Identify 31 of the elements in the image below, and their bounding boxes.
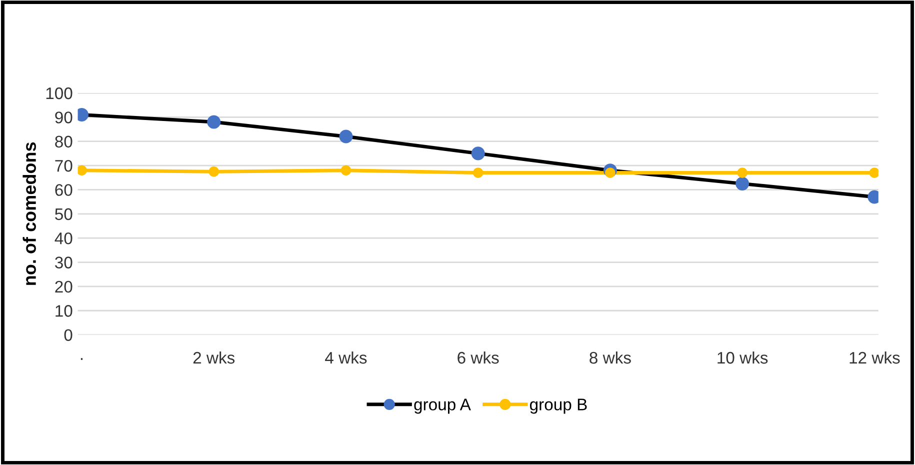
y-tick-label: 100 <box>46 87 72 100</box>
y-tick-label: 30 <box>55 256 72 268</box>
point <box>869 168 878 178</box>
y-tick-label: 80 <box>55 136 72 148</box>
x-tick-label: 6 wks <box>458 351 499 364</box>
point <box>208 166 220 177</box>
legend-label: group B <box>530 398 587 414</box>
y-tick-label: 10 <box>56 305 72 317</box>
y-tick-label: 0 <box>64 329 72 342</box>
x-tick-label: 12 wks <box>850 351 900 364</box>
point <box>737 168 748 178</box>
point <box>339 130 353 144</box>
point <box>472 168 484 178</box>
point <box>207 115 221 129</box>
x-tick-label: 4 wks <box>325 351 367 364</box>
x-tick-label: 10 wks <box>718 351 768 364</box>
point <box>736 176 750 190</box>
y-tick-label: 40 <box>54 232 72 244</box>
point <box>471 146 485 160</box>
y-axis-title: no. of comedons <box>22 142 36 285</box>
y-tick-label: 20 <box>55 280 72 293</box>
x-tick-label: · <box>80 358 83 360</box>
x-tick-label: 2 wks <box>193 351 235 364</box>
point <box>340 165 352 176</box>
y-tick-label: 90 <box>55 112 72 124</box>
point <box>78 165 87 176</box>
legend-label: group A <box>414 398 471 414</box>
y-tick-label: 70 <box>55 160 72 172</box>
y-tick-label: 60 <box>55 184 72 196</box>
x-tick-label: 8 wks <box>590 351 631 364</box>
y-tick-label: 50 <box>55 208 72 220</box>
